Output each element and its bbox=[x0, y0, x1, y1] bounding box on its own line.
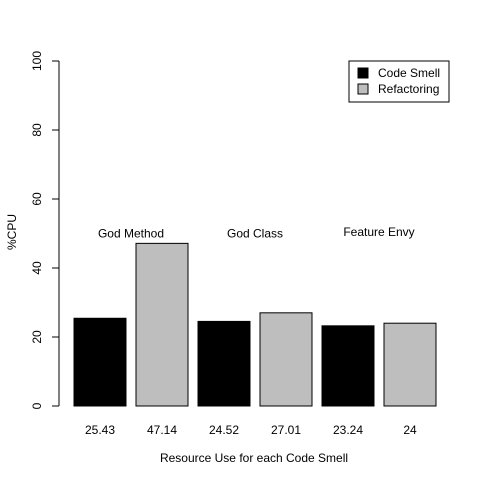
legend-label: Refactoring bbox=[378, 82, 439, 96]
x-axis-label: Resource Use for each Code Smell bbox=[160, 451, 348, 465]
legend-label: Code Smell bbox=[378, 66, 440, 80]
y-axis: 0 20 40 60 80 100 bbox=[30, 51, 60, 409]
bar-value-label: 23.24 bbox=[333, 423, 363, 437]
bar-value-label: 27.01 bbox=[271, 423, 301, 437]
bar bbox=[321, 325, 375, 407]
legend-swatch bbox=[357, 67, 369, 79]
bar bbox=[259, 312, 313, 407]
y-tick-label: 100 bbox=[30, 51, 44, 71]
group-labels: God Method God Class Feature Envy bbox=[98, 225, 415, 241]
group-label: God Class bbox=[227, 227, 283, 241]
legend-box bbox=[348, 60, 450, 103]
bar-value-label: 24.52 bbox=[209, 423, 239, 437]
bar bbox=[197, 320, 251, 407]
y-tick-label: 0 bbox=[30, 402, 44, 409]
bar-value-label: 25.43 bbox=[85, 423, 115, 437]
group-label: God Method bbox=[98, 227, 164, 241]
legend-swatch bbox=[357, 83, 369, 95]
bar bbox=[383, 322, 437, 407]
y-tick-label: 20 bbox=[30, 330, 44, 344]
group-label: Feature Envy bbox=[343, 225, 414, 239]
y-axis-label: %CPU bbox=[5, 214, 19, 250]
bar bbox=[135, 242, 189, 407]
legend: Code Smell Refactoring bbox=[348, 60, 450, 103]
y-tick-label: 40 bbox=[30, 261, 44, 275]
bar-value-label: 24 bbox=[403, 423, 417, 437]
bar bbox=[73, 317, 127, 407]
bars bbox=[73, 242, 437, 407]
y-tick-label: 60 bbox=[30, 192, 44, 206]
bar-labels: 25.43 47.14 24.52 27.01 23.24 24 bbox=[85, 423, 417, 437]
bar-value-label: 47.14 bbox=[147, 423, 177, 437]
y-tick-label: 80 bbox=[30, 123, 44, 137]
